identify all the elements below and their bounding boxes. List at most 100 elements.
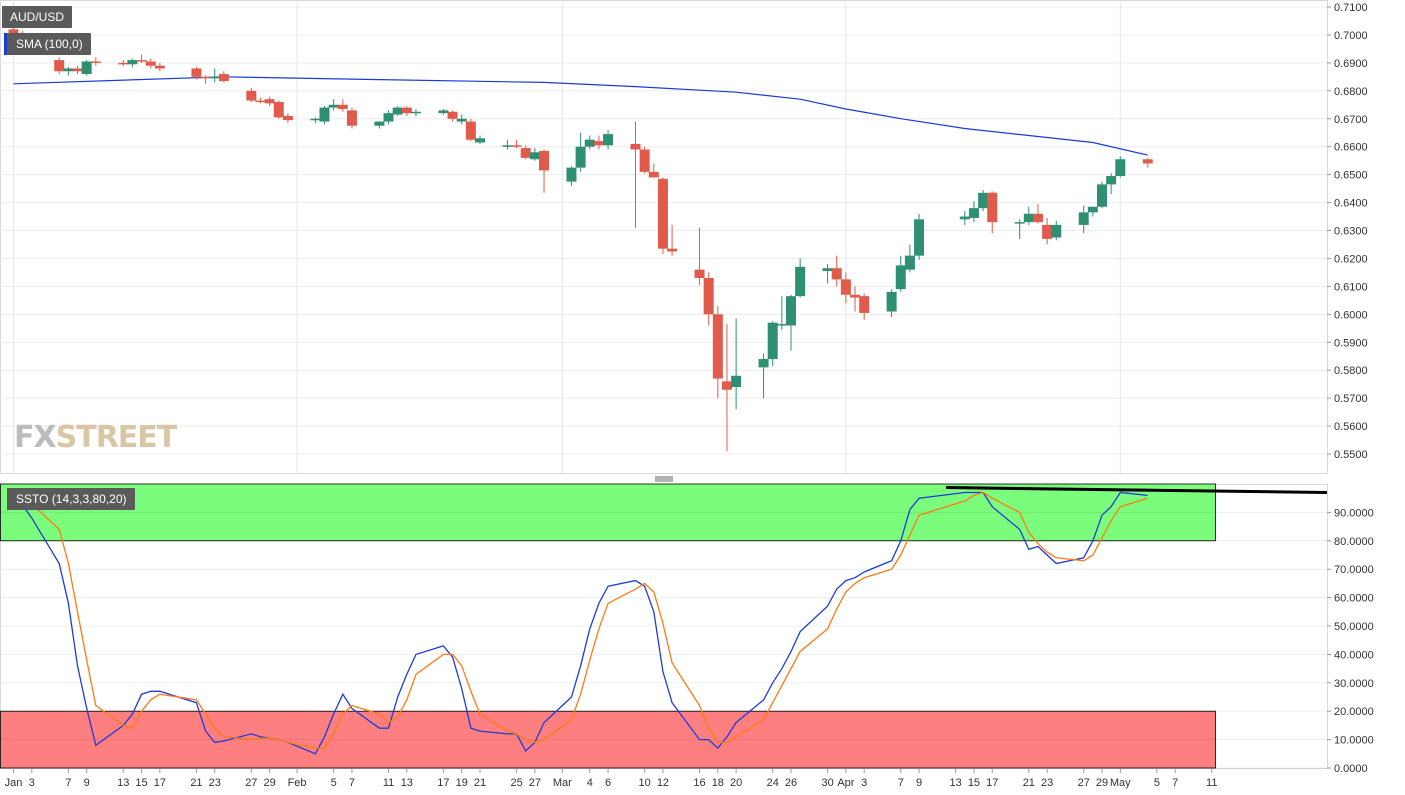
candle-body — [456, 118, 467, 122]
osc-tick-label: 90.0000 — [1334, 507, 1374, 519]
candle-body — [978, 192, 989, 209]
x-tick-label: Jan — [5, 777, 23, 789]
candle-body — [1014, 222, 1025, 224]
candle-body — [694, 269, 705, 278]
candle — [831, 255, 842, 287]
candle-body — [1042, 224, 1053, 239]
candle — [914, 213, 925, 260]
candle — [438, 108, 449, 115]
candle — [410, 108, 421, 116]
price-tick-label: 0.6500 — [1334, 170, 1368, 182]
candle — [822, 264, 833, 284]
candle-body — [712, 314, 723, 379]
candle — [456, 114, 467, 125]
candle-body — [410, 111, 421, 114]
x-tick-label: 25 — [510, 777, 522, 789]
candle-body — [337, 104, 348, 109]
x-tick-label: 5 — [331, 777, 337, 789]
x-tick-label: Mar — [553, 777, 572, 789]
x-tick-label: 11 — [383, 777, 394, 789]
osc-tick-label: 60.0000 — [1334, 593, 1374, 605]
price-tick-label: 0.5600 — [1334, 421, 1368, 433]
candle-body — [346, 110, 357, 126]
price-tick-label: 0.7000 — [1334, 30, 1368, 42]
price-tick-label: 0.6300 — [1334, 226, 1368, 238]
candle — [465, 118, 476, 142]
x-tick-label: 21 — [474, 777, 486, 789]
candle — [401, 106, 412, 116]
candle-body — [895, 265, 906, 290]
candle — [475, 135, 485, 144]
x-tick-label: 27 — [1078, 777, 1090, 789]
panel-separator[interactable] — [0, 474, 1405, 484]
candle — [1051, 220, 1062, 241]
candle-body — [529, 152, 540, 160]
candle — [346, 107, 357, 129]
candle — [895, 255, 906, 292]
candle — [319, 106, 330, 125]
candle-body — [218, 74, 229, 82]
x-tick-label: May — [1110, 777, 1131, 789]
x-tick-label: 21 — [1023, 777, 1035, 789]
candle — [959, 210, 970, 225]
x-tick-label: 9 — [84, 777, 90, 789]
candle-body — [758, 359, 769, 368]
x-tick-label: 13 — [950, 777, 962, 789]
candle — [218, 71, 229, 83]
osc-tick-label: 70.0000 — [1334, 564, 1374, 576]
candle — [273, 100, 284, 119]
candle-body — [282, 115, 293, 121]
x-tick-label: 13 — [117, 777, 129, 789]
candle — [657, 177, 668, 255]
candle-body — [1023, 213, 1034, 223]
candle-body — [850, 294, 861, 298]
x-tick-label: 27 — [245, 777, 257, 789]
x-tick-label: 29 — [263, 777, 275, 789]
candle-body — [465, 121, 476, 140]
candle-body — [968, 208, 979, 218]
candle — [630, 121, 641, 228]
candle — [603, 129, 614, 150]
candle-body — [795, 266, 806, 297]
candle-body — [1142, 159, 1153, 164]
candle-body — [1078, 212, 1089, 225]
candle-body — [136, 60, 147, 62]
candle — [191, 67, 202, 80]
candle — [886, 289, 897, 318]
candle — [502, 139, 513, 150]
x-tick-label: 23 — [1041, 777, 1053, 789]
candle — [520, 145, 531, 160]
candle — [1115, 156, 1126, 178]
ssto-color-swatch — [4, 488, 7, 510]
price-tick-label: 0.6800 — [1334, 86, 1368, 98]
candle — [1087, 206, 1098, 217]
candle — [200, 75, 211, 84]
candle-body — [630, 143, 641, 150]
candle-body — [81, 61, 92, 75]
candle — [850, 286, 861, 312]
x-tick-label: 18 — [712, 777, 724, 789]
x-tick-label: 24 — [767, 777, 779, 789]
candle-body — [154, 65, 165, 69]
x-tick-label: Apr — [837, 777, 854, 789]
candle — [987, 191, 998, 234]
candle — [63, 67, 74, 76]
candle — [127, 58, 138, 68]
candle-body — [731, 375, 742, 387]
x-tick-label: 13 — [401, 777, 413, 789]
oscillator-panel: 90.0000 80.0000 70.0000 60.0000 50.0000 40.00… — [0, 483, 1374, 775]
candle — [731, 318, 742, 410]
candle-body — [520, 148, 531, 158]
candle-body — [539, 150, 550, 171]
candle — [904, 244, 915, 273]
candle — [310, 117, 321, 123]
watermark-part2: STREET — [55, 420, 178, 455]
x-tick-label: 3 — [29, 777, 35, 789]
ssto-d-line — [13, 489, 1148, 749]
price-tick-label: 0.6100 — [1334, 281, 1368, 293]
price-tick-label: 0.6700 — [1334, 114, 1368, 126]
candle — [136, 54, 147, 63]
candle-body — [191, 68, 202, 77]
x-tick-label: 11 — [1206, 777, 1217, 789]
candle — [721, 324, 732, 452]
